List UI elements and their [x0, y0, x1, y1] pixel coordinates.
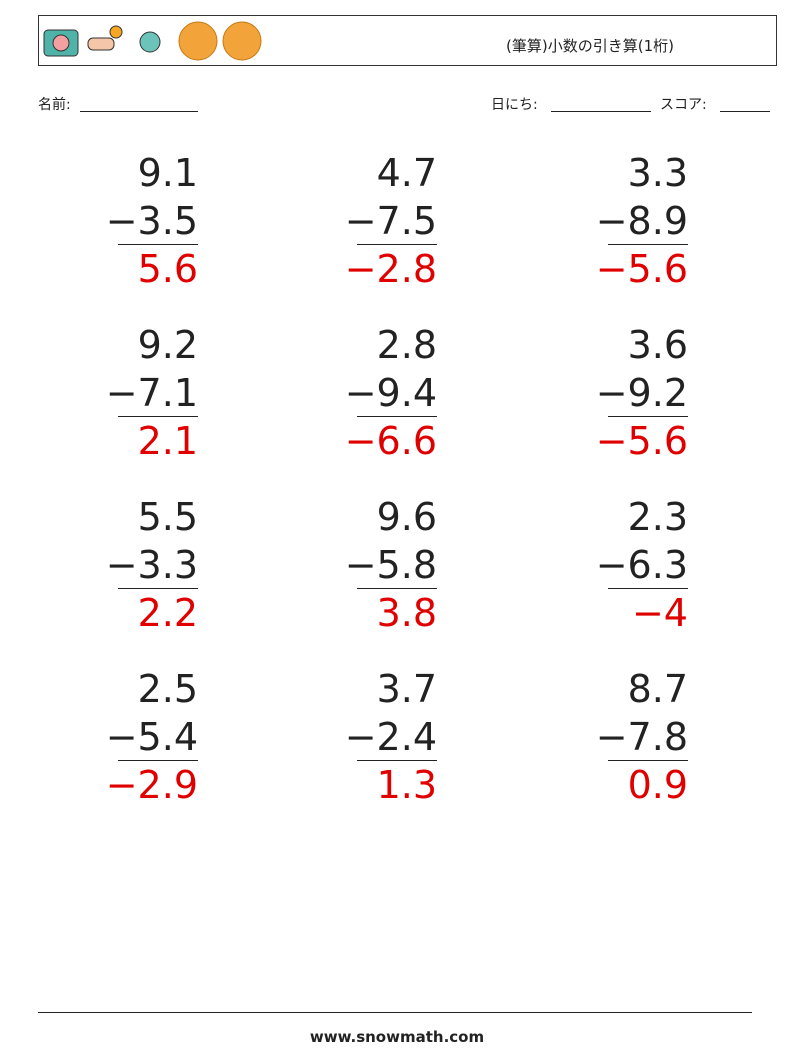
subtrahend: −3.3 — [105, 543, 198, 587]
subtrahend: −7.1 — [105, 371, 198, 415]
subtrahend: −9.4 — [344, 371, 437, 415]
answer-rule — [608, 588, 688, 589]
date-line — [551, 95, 651, 112]
minuend: 3.6 — [627, 323, 688, 367]
subtrahend: −7.5 — [344, 199, 437, 243]
subtrahend: −8.9 — [595, 199, 688, 243]
minuend: 2.8 — [376, 323, 437, 367]
subtrahend: −2.4 — [344, 715, 437, 759]
answer: −2.8 — [344, 247, 437, 291]
answer-rule — [118, 760, 198, 761]
answer-rule — [118, 244, 198, 245]
answer: 3.8 — [376, 591, 437, 635]
answer-rule — [608, 760, 688, 761]
minuend: 5.5 — [137, 495, 198, 539]
answer-rule — [608, 416, 688, 417]
subtrahend: −9.2 — [595, 371, 688, 415]
minuend: 8.7 — [627, 667, 688, 711]
answer: −5.6 — [595, 419, 688, 463]
minuend: 2.5 — [137, 667, 198, 711]
answer: 5.6 — [137, 247, 198, 291]
minuend: 3.3 — [627, 151, 688, 195]
name-label: 名前: — [38, 97, 71, 113]
answer: 2.2 — [137, 591, 198, 635]
header-icons — [43, 21, 262, 61]
answer: −6.6 — [344, 419, 437, 463]
answer-rule — [118, 588, 198, 589]
subtrahend: −5.8 — [344, 543, 437, 587]
minuend: 9.2 — [137, 323, 198, 367]
minuend: 9.1 — [137, 151, 198, 195]
minuend: 9.6 — [376, 495, 437, 539]
footer-site: www.snowmath.com — [309, 1028, 485, 1046]
score-label: スコア: — [660, 97, 707, 113]
answer: 0.9 — [627, 763, 688, 807]
answer-rule — [608, 244, 688, 245]
name-line — [80, 95, 198, 112]
answer: −2.9 — [105, 763, 198, 807]
footer-rule — [38, 1012, 752, 1013]
subtrahend: −6.3 — [595, 543, 688, 587]
answer: 2.1 — [137, 419, 198, 463]
minuend: 3.7 — [376, 667, 437, 711]
subtrahend: −7.8 — [595, 715, 688, 759]
answer: −4 — [631, 591, 688, 635]
title: (筆算)小数の引き算(1桁) — [506, 37, 674, 55]
answer-rule — [357, 588, 437, 589]
subtrahend: −3.5 — [105, 199, 198, 243]
answer-rule — [357, 760, 437, 761]
answer-rule — [118, 416, 198, 417]
answer: −5.6 — [595, 247, 688, 291]
subtrahend: −5.4 — [105, 715, 198, 759]
answer-rule — [357, 244, 437, 245]
minuend: 4.7 — [376, 151, 437, 195]
minuend: 2.3 — [627, 495, 688, 539]
date-label: 日にち: — [491, 97, 538, 113]
header-box — [38, 15, 777, 66]
answer-rule — [357, 416, 437, 417]
score-line — [720, 95, 770, 112]
answer: 1.3 — [376, 763, 437, 807]
